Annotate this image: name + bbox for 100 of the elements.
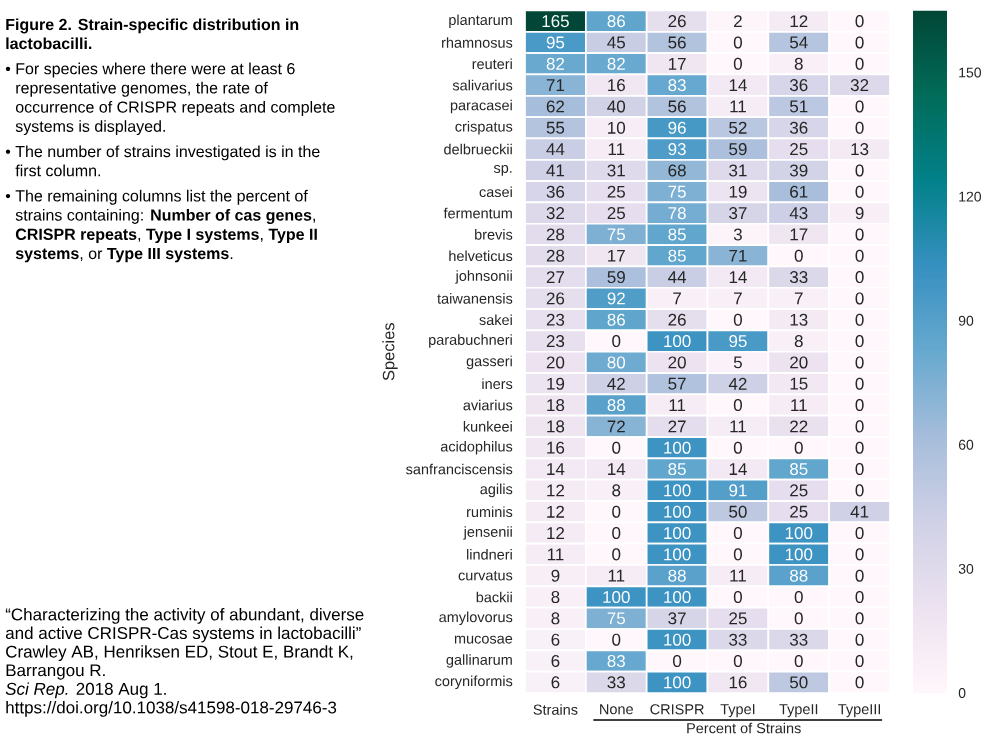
data-label: 27 (546, 271, 565, 284)
data-label: 11 (669, 399, 686, 411)
data-label: 33 (607, 676, 625, 689)
data-label: 100 (785, 527, 813, 540)
y-tick-label: johnsonii (455, 270, 512, 284)
data-label: 0 (855, 377, 864, 390)
data-label: 12 (547, 527, 565, 539)
x-tick-label: None (600, 704, 633, 715)
data-label: 86 (607, 313, 625, 326)
data-label: 2 (734, 15, 742, 28)
data-label: 45 (607, 36, 625, 49)
data-label: 7 (734, 292, 742, 305)
data-label: 8 (551, 590, 560, 604)
data-label: 16 (729, 676, 747, 689)
data-label: 75 (607, 228, 625, 241)
data-label: 0 (794, 654, 803, 668)
y-tick-label: fermentum (443, 207, 512, 219)
data-label: 100 (664, 441, 691, 454)
text: Crawley AB, Henriksen ED, Stout E, Brandt K, Barrangou R. (6, 645, 353, 680)
color-bar-label: 30 (958, 563, 974, 574)
data-label: 100 (603, 590, 630, 604)
y-tick-label: crispatus (455, 121, 513, 135)
data-label: 32 (850, 79, 869, 92)
data-label: 0 (855, 121, 864, 134)
data-label: 26 (668, 15, 686, 28)
data-label: 3 (733, 228, 742, 241)
y-tick-label: coryniformis (435, 675, 513, 690)
data-label: 0 (855, 356, 864, 369)
color-bar-label: 60 (958, 439, 974, 450)
data-label: 42 (607, 377, 625, 390)
y-tick-label: mucosae (454, 635, 513, 644)
data-label: 25 (790, 143, 808, 156)
data-label: 28 (546, 228, 565, 241)
data-label: 0 (855, 527, 864, 540)
data-label: 100 (664, 590, 691, 604)
data-label: 0 (855, 676, 864, 689)
data-label: 31 (607, 164, 625, 177)
data-label: 91 (729, 484, 747, 497)
data-label: 25 (790, 505, 808, 518)
data-label: 95 (729, 335, 747, 348)
y-tick-label: sanfranciscensis (406, 463, 513, 475)
data-label: 59 (607, 271, 625, 284)
data-label: 0 (733, 548, 742, 561)
data-label: 20 (668, 356, 686, 369)
x-tick-label: CRISPR (650, 704, 704, 715)
data-label: 37 (729, 207, 747, 220)
data-label: 56 (668, 100, 686, 113)
data-label: 62 (546, 100, 565, 113)
color-bar-label: 120 (959, 191, 982, 202)
y-tick-label: backii (476, 591, 512, 603)
data-label: 13 (851, 143, 869, 156)
data-label: 0 (733, 36, 742, 49)
data-label: 0 (855, 292, 864, 305)
y-tick-label: reuteri (472, 58, 512, 70)
data-label: 85 (668, 249, 686, 262)
data-label: 36 (789, 121, 808, 134)
data-label: 22 (790, 420, 808, 433)
data-label: 85 (668, 463, 686, 476)
data-label: 50 (729, 505, 747, 518)
data-label: 100 (664, 548, 691, 561)
data-label: 7 (794, 292, 803, 305)
data-label: 82 (546, 57, 565, 70)
data-label: 0 (855, 271, 864, 284)
data-label: 0 (612, 527, 621, 540)
data-label: 82 (607, 57, 625, 70)
data-label: 100 (664, 633, 691, 646)
data-label: 0 (733, 654, 742, 668)
data-label: 39 (789, 164, 808, 177)
data-label: 25 (729, 612, 747, 625)
data-label: 50 (789, 676, 808, 689)
data-label: 0 (855, 612, 864, 625)
data-label: 0 (855, 164, 864, 177)
data-label: 8 (794, 57, 803, 70)
y-tick-label: helveticus (449, 250, 513, 262)
y-tick-label: plantarum (449, 14, 512, 28)
y-tick-label: ruminis (467, 506, 513, 518)
text: https://doi.org/10.1038/s41598-018-29746-3 (6, 700, 337, 717)
data-label: 12 (547, 505, 565, 518)
data-label: 100 (664, 527, 691, 540)
data-label: 14 (729, 463, 747, 475)
data-label: 26 (668, 313, 686, 326)
data-label: 8 (551, 612, 560, 625)
data-label: 88 (668, 569, 686, 582)
x-tick-label: Strains (533, 704, 578, 715)
data-label: 0 (733, 399, 742, 412)
data-label: 0 (794, 590, 803, 604)
data-label: 0 (673, 654, 682, 668)
data-label: 31 (729, 164, 747, 177)
data-label: 40 (607, 100, 626, 113)
text: Sci Rep. 2018 Aug 1. (5, 682, 166, 699)
y-tick-label: salivarius (452, 79, 513, 91)
data-label: 83 (607, 654, 625, 668)
y-tick-label: rhamnosus (442, 37, 513, 48)
data-label: 37 (668, 612, 686, 625)
data-label: 10 (608, 121, 626, 134)
data-label: 59 (729, 143, 747, 156)
data-label: 57 (668, 377, 686, 390)
data-label: 0 (794, 249, 803, 262)
data-label: 12 (547, 484, 565, 497)
data-label: 16 (608, 79, 625, 92)
